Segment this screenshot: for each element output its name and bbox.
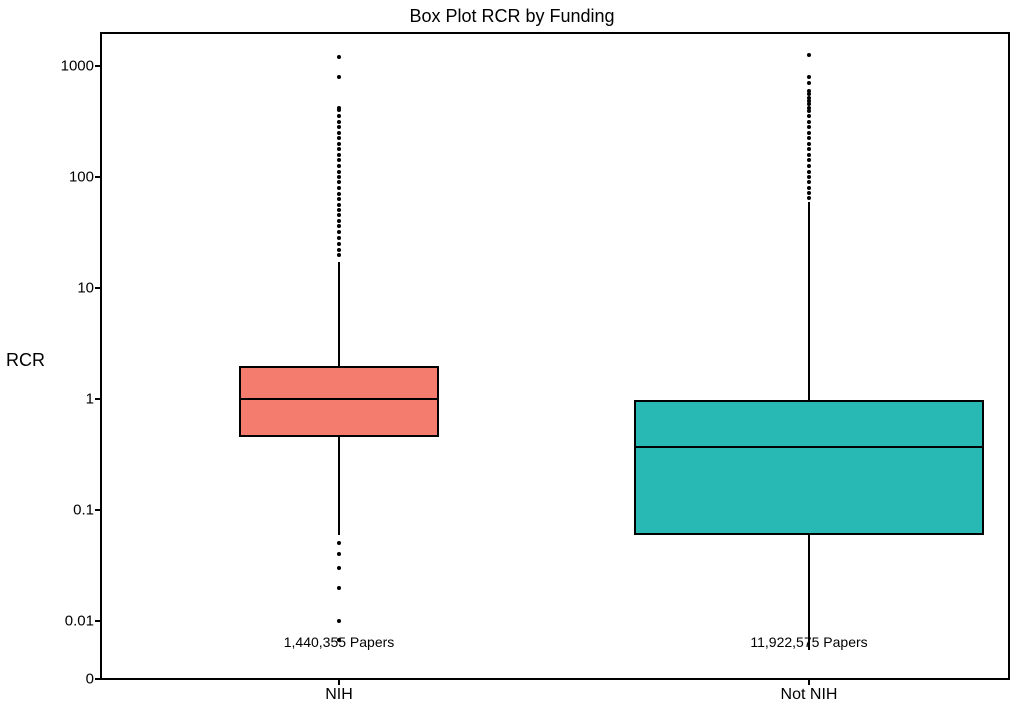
nih-box-outlier bbox=[337, 219, 341, 223]
y-tick-label: 1000 bbox=[61, 58, 94, 75]
not-nih-box-outlier bbox=[807, 186, 811, 190]
x-tick-label: Not NIH bbox=[781, 686, 838, 704]
not-nih-box-outlier bbox=[807, 99, 811, 103]
not-nih-box-outlier bbox=[807, 136, 811, 140]
nih-box bbox=[239, 366, 439, 438]
nih-box-outlier bbox=[337, 192, 341, 196]
not-nih-box bbox=[634, 400, 984, 534]
not-nih-box-outlier bbox=[807, 147, 811, 151]
not-nih-box-outlier bbox=[807, 158, 811, 162]
y-tick-label: 100 bbox=[69, 169, 94, 186]
boxplot-chart: Box Plot RCR by Funding RCR 10001001010.… bbox=[0, 0, 1024, 723]
not-nih-box-outlier bbox=[807, 109, 811, 113]
not-nih-box-outlier bbox=[807, 191, 811, 195]
y-tick-mark bbox=[95, 620, 102, 622]
nih-box-outlier bbox=[337, 253, 341, 257]
nih-box-outlier bbox=[337, 638, 341, 642]
y-tick-label: 1 bbox=[86, 391, 94, 408]
x-tick-mark bbox=[338, 678, 340, 685]
x-tick-mark bbox=[808, 678, 810, 685]
nih-box-outlier bbox=[337, 203, 341, 207]
nih-box-outlier bbox=[337, 566, 341, 570]
nih-box-outlier bbox=[337, 213, 341, 217]
nih-box-outlier bbox=[337, 619, 341, 623]
nih-box-outlier bbox=[337, 224, 341, 228]
y-tick-label: 0 bbox=[86, 671, 94, 688]
not-nih-box-outlier bbox=[807, 164, 811, 168]
nih-box-outlier bbox=[337, 106, 341, 110]
nih-box-outlier bbox=[337, 586, 341, 590]
not-nih-box-outlier bbox=[807, 96, 811, 100]
nih-box-outlier bbox=[337, 186, 341, 190]
nih-box-outlier bbox=[337, 142, 341, 146]
nih-box-outlier bbox=[337, 75, 341, 79]
nih-box-outlier bbox=[337, 158, 341, 162]
nih-box-outlier bbox=[337, 125, 341, 129]
nih-box-outlier bbox=[337, 180, 341, 184]
not-nih-box-outlier bbox=[807, 89, 811, 93]
not-nih-box-outlier bbox=[807, 153, 811, 157]
not-nih-box-outlier bbox=[807, 131, 811, 135]
nih-box-outlier bbox=[337, 136, 341, 140]
not-nih-box-outlier bbox=[807, 81, 811, 85]
not-nih-box-outlier bbox=[807, 53, 811, 57]
nih-box-outlier bbox=[337, 175, 341, 179]
chart-title: Box Plot RCR by Funding bbox=[0, 6, 1024, 27]
plot-area: 10001001010.10.010NIH1,440,355 PapersNot… bbox=[100, 32, 1010, 680]
not-nih-box-median bbox=[634, 446, 984, 448]
nih-box-median bbox=[239, 398, 439, 400]
nih-box-outlier bbox=[337, 197, 341, 201]
not-nih-box-outlier bbox=[807, 170, 811, 174]
y-tick-mark bbox=[95, 398, 102, 400]
y-tick-label: 0.01 bbox=[65, 613, 94, 630]
nih-box-outlier bbox=[337, 170, 341, 174]
nih-box-outlier bbox=[337, 131, 341, 135]
y-tick-mark bbox=[95, 509, 102, 511]
nih-box-outlier bbox=[337, 248, 341, 252]
not-nih-box-outlier bbox=[807, 175, 811, 179]
y-axis-label: RCR bbox=[6, 350, 45, 371]
y-tick-label: 10 bbox=[77, 280, 94, 297]
not-nih-box-outlier bbox=[807, 114, 811, 118]
not-nih-box-outlier bbox=[807, 142, 811, 146]
nih-box-outlier bbox=[337, 120, 341, 124]
not-nih-box-outlier bbox=[807, 75, 811, 79]
nih-box-outlier bbox=[337, 55, 341, 59]
nih-box-outlier bbox=[337, 242, 341, 246]
y-tick-mark bbox=[95, 65, 102, 67]
not-nih-box-outlier bbox=[807, 180, 811, 184]
not-nih-box-outlier bbox=[807, 120, 811, 124]
y-tick-mark bbox=[95, 678, 102, 680]
nih-box-outlier bbox=[337, 208, 341, 212]
nih-box-outlier bbox=[337, 541, 341, 545]
nih-box-outlier bbox=[337, 147, 341, 151]
y-tick-mark bbox=[95, 176, 102, 178]
not-nih-box-outlier bbox=[807, 196, 811, 200]
nih-box-outlier bbox=[337, 114, 341, 118]
not-nih-box-outlier bbox=[807, 125, 811, 129]
nih-box-outlier bbox=[337, 153, 341, 157]
nih-box-outlier bbox=[337, 236, 341, 240]
y-tick-label: 0.1 bbox=[73, 502, 94, 519]
nih-box-outlier bbox=[337, 552, 341, 556]
x-tick-label: NIH bbox=[325, 686, 353, 704]
nih-box-outlier bbox=[337, 230, 341, 234]
nih-box-outlier bbox=[337, 164, 341, 168]
y-tick-mark bbox=[95, 287, 102, 289]
